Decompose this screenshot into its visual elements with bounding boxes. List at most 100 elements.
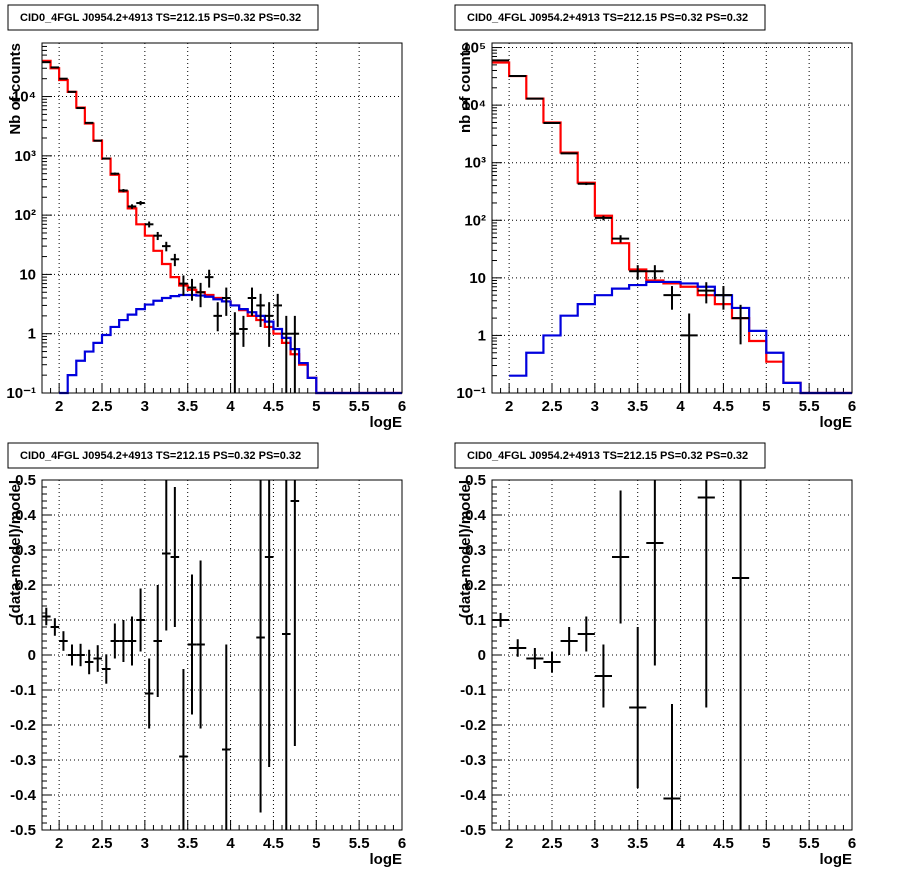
data-point (179, 669, 188, 830)
series-2 (492, 59, 750, 393)
residuals-panel-right: 2 2.5 3 3.5 4 4.5 5 5.5 6 -0.5 -0.4 -0.3 -0.2 -0.1 0 0.… (454, 442, 856, 868)
counts-panel-right: 2 2.5 3 3.5 4 4.5 5 5.5 6 10⁻¹ 1 10 10² 10³ 10⁴ 10⁵ logE… (454, 4, 856, 431)
y-tick-label: 10⁴ (462, 97, 486, 114)
x-tick-label: 3 (591, 835, 599, 852)
data-point (629, 265, 647, 280)
x-tick-label: 5 (762, 398, 770, 415)
data-point (222, 287, 231, 316)
y-tick-label: 1 (28, 326, 36, 343)
data-point (594, 215, 612, 221)
x-tick-label: 2.5 (542, 398, 563, 415)
y-tick-label: 10 (469, 270, 486, 287)
y-tick-label: 0 (28, 647, 36, 664)
data-point (577, 616, 595, 652)
data-point (102, 157, 111, 160)
data-point (179, 275, 188, 296)
x-tick-label: 3 (141, 835, 149, 852)
data-point (594, 644, 612, 708)
data-point (256, 293, 265, 327)
y-tick-label: 10⁻¹ (6, 385, 36, 402)
histogram-line (59, 293, 402, 395)
data-point (646, 480, 664, 666)
series-0 (492, 480, 750, 830)
y-tick-label: -0.2 (460, 717, 486, 734)
y-tick-label: 0.5 (465, 472, 486, 489)
data-point (526, 648, 544, 669)
y-tick-label: -0.5 (10, 822, 36, 839)
data-point (50, 618, 60, 636)
data-point (264, 302, 274, 347)
data-point (76, 643, 85, 667)
data-point (509, 639, 527, 657)
y-tick-label: 0.3 (465, 542, 486, 559)
plot-frame (491, 42, 853, 394)
x-tick-label: 3.5 (627, 398, 648, 415)
x-tick-label: 3.5 (627, 835, 648, 852)
y-tick-label: 0.2 (465, 577, 486, 594)
x-tick-label: 2 (505, 398, 513, 415)
y-tick-label: 0.4 (465, 507, 487, 524)
x-tick-label: 2 (505, 835, 513, 852)
data-point (76, 107, 85, 110)
data-point (136, 201, 145, 206)
data-point (196, 282, 205, 308)
data-point (162, 241, 171, 252)
axis-ticks (491, 47, 853, 394)
y-tick-label: 0.2 (15, 577, 36, 594)
x-tick-label: 5.5 (349, 835, 370, 852)
x-tick-label: 6 (848, 835, 856, 852)
plot-frame (491, 479, 853, 831)
chart-title: CID0_4FGL J0954.2+4913 TS=212.15 PS=0.32… (467, 450, 748, 462)
y-tick-label: 0 (478, 647, 486, 664)
x-tick-label: 6 (398, 835, 406, 852)
x-tick-label: 5.5 (349, 398, 370, 415)
histogram-line (492, 61, 852, 395)
x-tick-label: 3.5 (177, 398, 198, 415)
x-tick-label: 6 (398, 398, 406, 415)
x-tick-label: 3.5 (177, 835, 198, 852)
y-tick-label: 0.3 (15, 542, 36, 559)
data-point (93, 139, 102, 142)
y-tick-label: -0.5 (460, 822, 486, 839)
x-tick-label: 4.5 (263, 835, 284, 852)
y-tick-label: 0.1 (465, 612, 486, 629)
data-point (84, 649, 94, 675)
data-point (663, 704, 681, 830)
title-box (7, 442, 319, 469)
data-point (153, 585, 162, 697)
data-point (59, 631, 68, 651)
data-point (230, 312, 240, 393)
data-point (170, 253, 180, 267)
title-box (7, 4, 319, 31)
data-point (543, 651, 561, 673)
data-point (127, 204, 137, 209)
y-tick-label: -0.3 (460, 752, 486, 769)
data-point (119, 620, 128, 662)
axis-ticks (41, 479, 403, 831)
data-point (144, 221, 154, 228)
x-tick-label: 4.5 (263, 398, 284, 415)
data-point (110, 623, 120, 659)
x-tick-label: 2 (55, 835, 63, 852)
x-tick-label: 5 (312, 835, 320, 852)
chart-title: CID0_4FGL J0954.2+4913 TS=212.15 PS=0.32… (467, 12, 748, 24)
axis-ticks (41, 42, 403, 394)
y-tick-label: 10³ (464, 155, 486, 172)
x-tick-label: 5 (312, 398, 320, 415)
y-tick-label: 10⁻¹ (456, 385, 486, 402)
y-tick-label: 10⁴ (12, 89, 36, 106)
x-tick-label: 2.5 (92, 835, 113, 852)
data-point (629, 627, 647, 788)
y-tick-label: -0.4 (460, 787, 487, 804)
data-point (136, 588, 145, 652)
data-point (84, 121, 94, 124)
data-point (273, 293, 282, 327)
axis-ticks (491, 479, 853, 831)
y-axis-label: (data-model)/model (457, 480, 474, 618)
y-tick-label: 10² (14, 207, 36, 224)
y-tick-label: 0.1 (15, 612, 36, 629)
x-axis-label: logE (370, 414, 403, 431)
series-1 (509, 280, 852, 395)
data-point (67, 644, 77, 666)
